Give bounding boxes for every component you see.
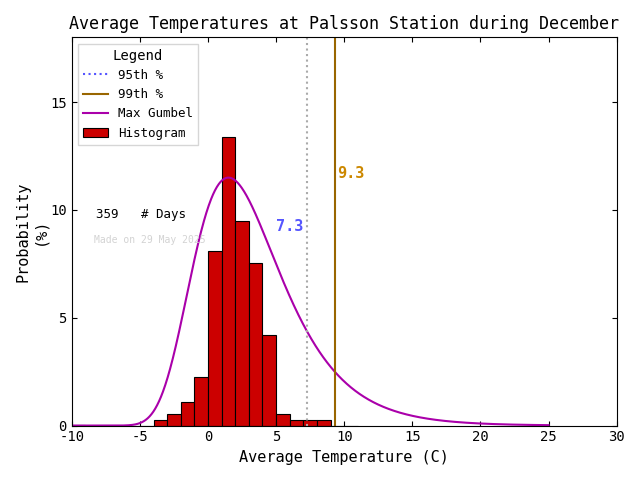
95th %	[303, 423, 311, 429]
99th %	[331, 401, 339, 407]
Text: 7.3: 7.3	[276, 219, 303, 234]
Max Gumbel	[440, 418, 448, 424]
Bar	[180, 402, 195, 426]
Text: Made on 29 May 2025: Made on 29 May 2025	[93, 235, 205, 245]
Max Gumbel	[225, 175, 232, 180]
X-axis label: Average Temperature (C): Average Temperature (C)	[239, 450, 449, 465]
Bar	[303, 420, 317, 426]
95th %	[303, 401, 311, 407]
Max Gumbel	[449, 419, 456, 424]
Max Gumbel	[68, 423, 76, 429]
Legend: 95th %, 99th %, Max Gumbel, Histogram: 95th %, 99th %, Max Gumbel, Histogram	[78, 44, 198, 144]
Bar	[262, 336, 276, 426]
Bar	[221, 137, 236, 426]
Bar	[290, 420, 303, 426]
Bar	[195, 377, 208, 426]
Line: Max Gumbel: Max Gumbel	[72, 178, 548, 426]
Max Gumbel	[261, 234, 269, 240]
Text: 9.3: 9.3	[337, 166, 364, 180]
Title: Average Temperatures at Palsson Station during December: Average Temperatures at Palsson Station …	[69, 15, 620, 33]
Max Gumbel	[278, 276, 286, 282]
Bar	[208, 252, 221, 426]
Text: 359   # Days: 359 # Days	[96, 208, 186, 221]
Bar	[72, 425, 85, 426]
Bar	[236, 221, 249, 426]
Y-axis label: Probability
(%): Probability (%)	[15, 181, 47, 282]
Max Gumbel	[545, 422, 552, 428]
Bar	[317, 420, 331, 426]
Bar	[167, 413, 180, 426]
Bar	[154, 420, 167, 426]
Max Gumbel	[116, 423, 124, 429]
Max Gumbel	[396, 410, 403, 416]
99th %	[331, 423, 339, 429]
Bar	[276, 413, 290, 426]
Bar	[249, 264, 262, 426]
